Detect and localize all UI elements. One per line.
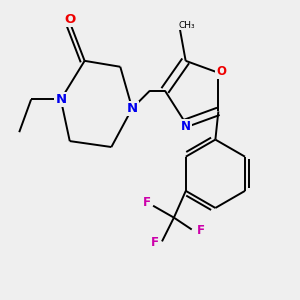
Text: O: O — [216, 65, 226, 78]
Text: N: N — [181, 120, 191, 133]
Text: CH₃: CH₃ — [179, 21, 196, 30]
Text: N: N — [55, 93, 66, 106]
Text: N: N — [127, 102, 138, 115]
Text: F: F — [143, 196, 151, 209]
Text: O: O — [64, 13, 75, 26]
Text: F: F — [151, 236, 159, 249]
Text: F: F — [196, 224, 205, 238]
